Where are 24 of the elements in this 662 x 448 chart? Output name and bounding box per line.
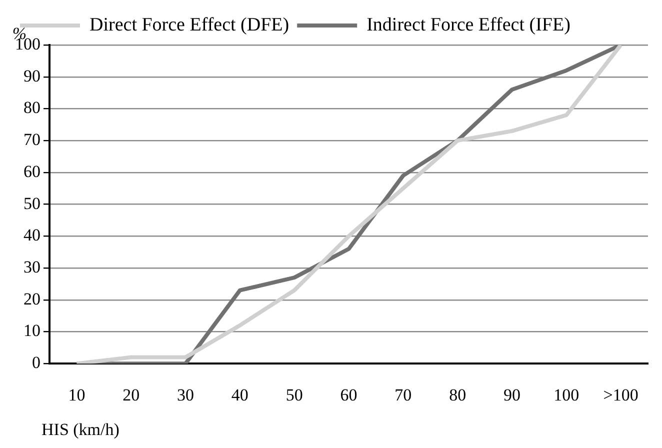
x-tick-label: 80: [449, 385, 466, 404]
x-tick-label: 30: [177, 385, 194, 404]
y-tick-label: 90: [24, 66, 40, 86]
x-tick-label: 10: [68, 385, 86, 404]
legend-label: Direct Force Effect (DFE): [90, 14, 290, 36]
x-tick-label: 60: [340, 385, 358, 404]
y-tick-label: 60: [24, 162, 40, 181]
y-tick-label: 30: [24, 257, 40, 276]
y-tick-label: 20: [24, 289, 40, 308]
y-tick-label: 50: [24, 194, 40, 213]
x-tick-label: 70: [394, 385, 412, 404]
x-tick-label: >100: [603, 385, 638, 404]
y-tick-label: 40: [24, 226, 40, 245]
y-tick-label: 10: [24, 321, 40, 340]
x-tick-label: 90: [503, 385, 520, 404]
x-axis-title: HIS (km/h): [42, 420, 120, 439]
x-tick-label: 100: [554, 385, 580, 404]
x-tick-label: 40: [231, 385, 248, 404]
y-tick-label: 0: [32, 353, 40, 372]
legend-label: Indirect Force Effect (IFE): [366, 14, 570, 36]
y-tick-label: 70: [24, 130, 40, 150]
x-tick-label: 20: [122, 385, 140, 404]
y-tick-label: 80: [24, 98, 40, 118]
x-tick-label: 50: [286, 385, 303, 404]
